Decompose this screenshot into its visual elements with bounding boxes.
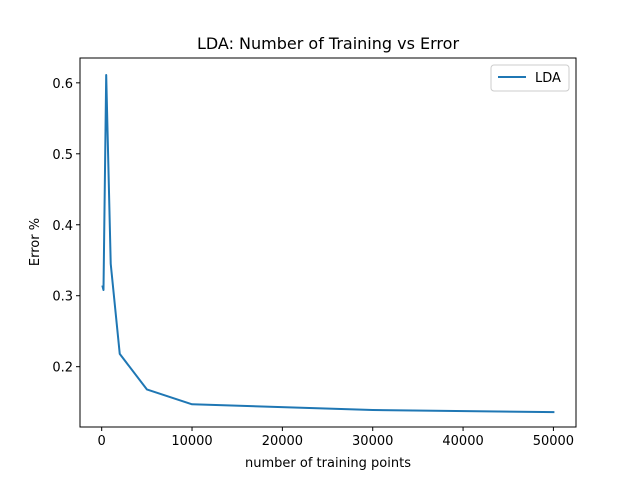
series-line-lda <box>101 74 555 414</box>
chart-title: LDA: Number of Training vs Error <box>197 34 459 53</box>
legend: LDA <box>490 64 570 92</box>
x-tick-label: 20000 <box>262 434 303 449</box>
x-tick-label: 40000 <box>442 434 483 449</box>
y-tick-label: 0.2 <box>52 361 73 376</box>
x-tick-label: 0 <box>98 434 106 449</box>
x-tick-label: 50000 <box>533 434 574 449</box>
x-axis: 0 10000 20000 30000 40000 50000 <box>98 427 574 449</box>
legend-box <box>490 64 570 92</box>
legend-label-lda: LDA <box>535 71 561 86</box>
series-layer <box>101 74 555 414</box>
y-axis: 0.2 0.3 0.4 0.5 0.6 <box>52 77 80 376</box>
y-axis-label: Error % <box>28 218 43 266</box>
y-tick-label: 0.3 <box>52 290 73 305</box>
y-tick-label: 0.6 <box>52 77 73 92</box>
plot-area <box>79 57 577 428</box>
x-axis-label: number of training points <box>245 456 411 471</box>
x-tick-label: 30000 <box>352 434 393 449</box>
y-tick-label: 0.5 <box>52 148 73 163</box>
y-tick-label: 0.4 <box>52 219 73 234</box>
x-tick-label: 10000 <box>171 434 212 449</box>
